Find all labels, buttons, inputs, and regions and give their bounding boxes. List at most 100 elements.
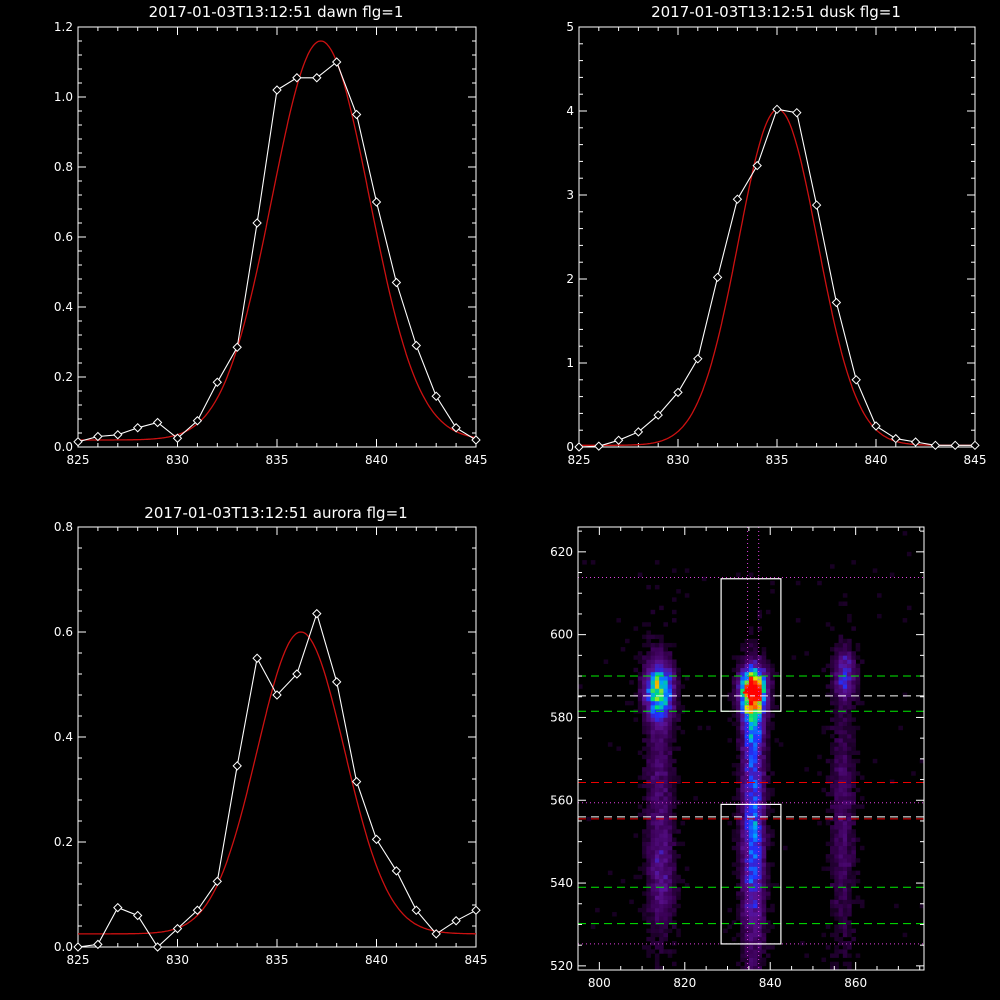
heatmap-cell	[761, 750, 767, 756]
heatmap-cell	[646, 903, 651, 909]
heatmap-cell	[650, 676, 656, 681]
heatmap-cell	[650, 651, 656, 656]
heatmap-cell	[663, 684, 668, 689]
heatmap-cell	[748, 936, 754, 942]
heatmap-cell	[770, 580, 775, 586]
heatmap-cell	[650, 887, 656, 892]
heatmap-cell	[748, 725, 754, 731]
x-tick-label: 830	[667, 453, 690, 467]
heatmap-cell	[851, 854, 856, 859]
heatmap-cell	[757, 887, 762, 892]
heatmap-cell	[642, 891, 647, 896]
observed-point	[331, 57, 342, 67]
heatmap-cell	[667, 800, 673, 805]
heatmap-cell	[684, 593, 690, 598]
heatmap-cell	[676, 891, 681, 896]
heatmap-cell	[646, 820, 651, 826]
observed-point	[152, 942, 163, 952]
heatmap-cell	[663, 936, 668, 942]
heatmap-cell	[663, 705, 668, 710]
heatmap-cell	[667, 878, 673, 884]
heatmap-cell	[740, 779, 745, 784]
heatmap-cell	[671, 688, 677, 693]
heatmap-cell	[676, 688, 681, 693]
heatmap-cell	[663, 903, 668, 909]
heatmap-cell	[838, 949, 844, 954]
heatmap-cell	[753, 965, 758, 970]
heatmap-cell	[646, 630, 651, 635]
heatmap-cell	[736, 676, 741, 681]
heatmap-cell	[842, 700, 848, 706]
heatmap-cell	[765, 684, 771, 689]
observed-point	[312, 73, 322, 83]
heatmap-cell	[757, 696, 762, 702]
heatmap-cell	[744, 808, 750, 813]
heatmap-cell	[740, 953, 745, 958]
heatmap-cell	[740, 862, 745, 867]
heatmap-cell	[842, 907, 848, 913]
observed-point	[732, 194, 743, 204]
heatmap-cell	[659, 920, 664, 925]
heatmap-cell	[663, 750, 668, 756]
heatmap-cell	[774, 883, 780, 888]
heatmap-cell	[834, 713, 839, 718]
heatmap-cell	[637, 907, 643, 913]
heatmap-cell	[765, 721, 771, 727]
y-tick-label: 0.8	[54, 520, 73, 534]
heatmap-cell	[654, 932, 660, 938]
heatmap-cell	[834, 746, 839, 751]
heatmap-cell	[659, 883, 664, 888]
heatmap-cell	[744, 961, 750, 967]
heatmap-cell	[744, 833, 750, 838]
heatmap-cell	[650, 941, 656, 946]
heatmap-cell	[650, 767, 656, 772]
heatmap-cell	[642, 841, 647, 847]
heatmap-cell	[650, 833, 656, 838]
panel-dusk: 2017-01-03T13:12:51 dusk flg=1 825 830 835…	[566, 3, 986, 467]
observed-point	[910, 437, 921, 447]
heatmap-cell	[761, 883, 767, 888]
heatmap-cell	[659, 787, 664, 793]
heatmap-cell	[650, 883, 656, 888]
heatmap-cell	[642, 767, 647, 772]
heatmap-cell	[761, 812, 767, 818]
heatmap-cell	[757, 750, 762, 756]
heatmap-cell	[731, 845, 737, 851]
heatmap-cell	[663, 767, 668, 772]
heatmap-cell	[676, 725, 681, 731]
heatmap-cell	[834, 659, 839, 664]
heatmap-cell	[765, 713, 771, 718]
heatmap-cell	[748, 626, 754, 631]
heatmap-cell	[727, 738, 733, 743]
heatmap-cell	[642, 729, 647, 735]
heatmap-cell	[770, 589, 775, 594]
heatmap-cell	[659, 965, 664, 970]
heatmap-cell	[757, 961, 762, 967]
heatmap-cell	[667, 684, 673, 689]
heatmap-cell	[847, 965, 852, 970]
heatmap-cell	[748, 903, 754, 909]
heatmap-cell	[740, 804, 745, 809]
heatmap-cell	[855, 671, 861, 677]
heatmap-cell	[646, 659, 651, 664]
heatmap-cell	[659, 667, 664, 673]
heatmap-cell	[842, 750, 848, 756]
heatmap-cell	[765, 945, 771, 950]
observed-point	[752, 160, 762, 171]
heatmap-cell	[659, 634, 664, 640]
heatmap-cell	[663, 791, 668, 797]
heatmap-cell	[736, 866, 741, 871]
heatmap-cell	[761, 928, 767, 934]
heatmap-cell	[830, 862, 835, 867]
heatmap-cell	[753, 667, 758, 673]
heatmap-cell	[654, 833, 660, 838]
x-tick-label: 825	[67, 953, 90, 967]
observed-point	[574, 442, 584, 452]
heatmap-cell	[842, 713, 848, 718]
heatmap-cell	[646, 866, 651, 871]
heatmap-cell	[659, 688, 664, 693]
heatmap-cell	[671, 841, 677, 847]
heatmap-cell	[757, 812, 762, 818]
heatmap-cell	[744, 684, 750, 689]
heatmap-cell	[667, 791, 673, 797]
